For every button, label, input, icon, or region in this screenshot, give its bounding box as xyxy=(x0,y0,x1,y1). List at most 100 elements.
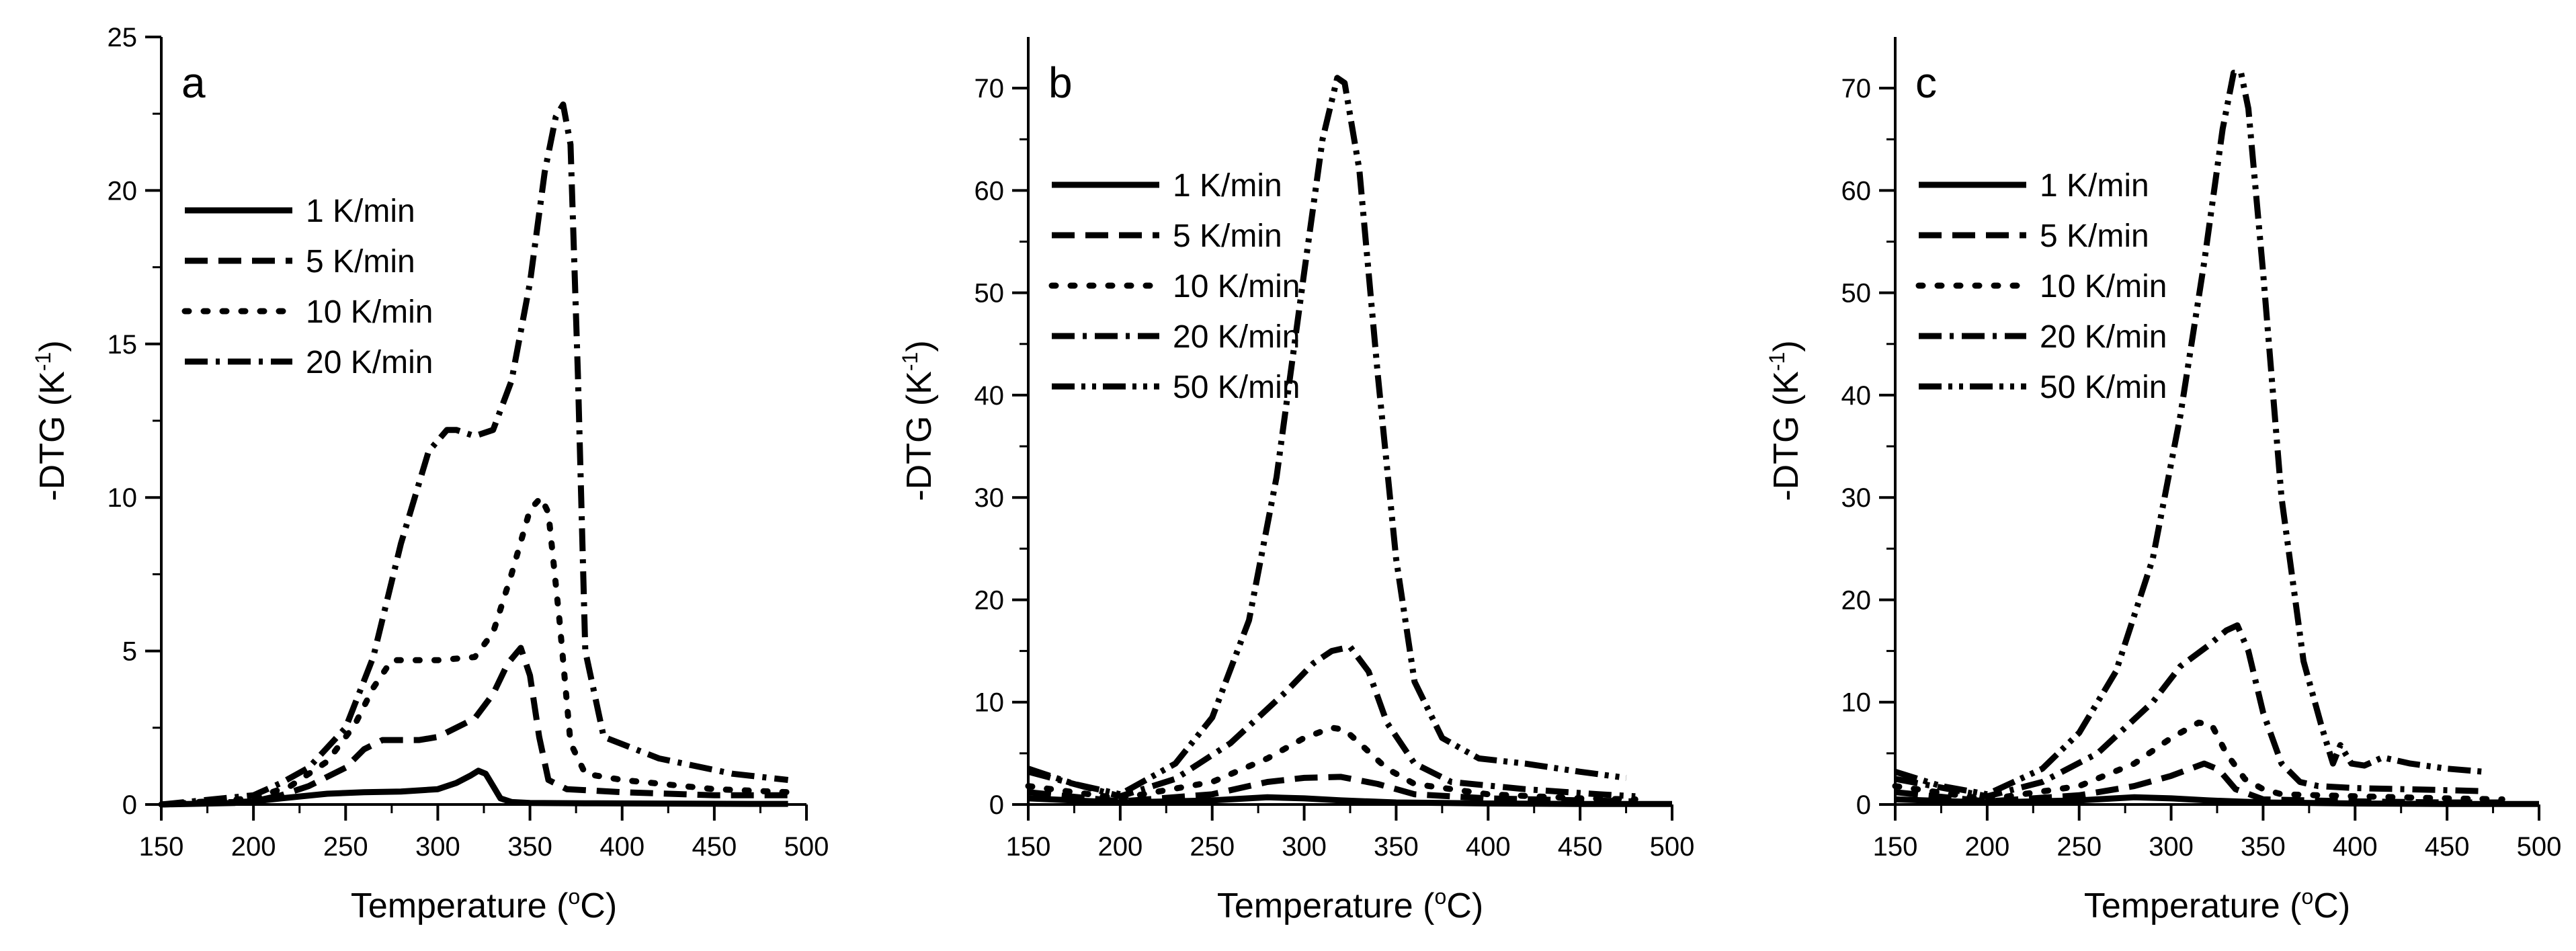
x-tick-label: 450 xyxy=(1558,832,1603,862)
x-tick-label: 350 xyxy=(1374,832,1419,862)
x-tick-label: 450 xyxy=(692,832,737,862)
legend-label: 10 K/min xyxy=(1173,269,1300,304)
x-tick-label: 350 xyxy=(2241,832,2286,862)
series-line-5-k-min xyxy=(1895,760,2503,806)
x-tick-label: 300 xyxy=(1282,832,1327,862)
legend-label: 5 K/min xyxy=(2040,218,2149,254)
x-tick-label: 500 xyxy=(784,832,829,862)
y-axis-title: -DTG (K-1) xyxy=(898,340,939,501)
y-tick-label: 30 xyxy=(1841,483,1872,513)
y-tick-label: 50 xyxy=(974,279,1005,308)
y-axis-title-suffix: ) xyxy=(33,340,72,352)
y-tick-label: 25 xyxy=(108,23,138,52)
series-line-10-k-min xyxy=(1025,725,1638,802)
legend-label: 10 K/min xyxy=(2040,269,2167,304)
x-axis-title-suffix: C) xyxy=(580,886,617,925)
y-axis-title-suffix: ) xyxy=(1767,340,1806,352)
x-axis-title-superscript: o xyxy=(2302,884,2314,909)
series-line-1-k-min xyxy=(1028,794,1672,807)
y-tick-label: 40 xyxy=(1841,381,1872,411)
y-tick-label: 15 xyxy=(108,330,138,360)
legend-label: 20 K/min xyxy=(2040,319,2167,355)
legend-label: 20 K/min xyxy=(306,345,433,380)
series-line-50-k-min xyxy=(1027,75,1627,798)
x-axis-title-suffix: C) xyxy=(2313,886,2350,925)
legend-label: 5 K/min xyxy=(306,244,415,280)
x-tick-label: 400 xyxy=(1466,832,1511,862)
series-line-50-k-min xyxy=(1894,69,2485,798)
y-tick-label: 60 xyxy=(974,176,1005,206)
legend-label: 1 K/min xyxy=(306,194,415,229)
x-tick-label: 200 xyxy=(231,832,276,862)
legend-label: 50 K/min xyxy=(2040,370,2167,405)
series-line-10-k-min xyxy=(158,494,792,808)
legend-label: 1 K/min xyxy=(2040,168,2149,204)
x-axis-title-prefix: Temperature ( xyxy=(351,886,569,925)
y-axis-title-suffix: ) xyxy=(900,340,939,352)
y-tick-label: 20 xyxy=(1841,585,1872,615)
panel-label: a xyxy=(181,58,206,107)
series-line-5-k-min xyxy=(161,645,788,808)
x-tick-label: 400 xyxy=(2333,832,2378,862)
x-tick-label: 150 xyxy=(139,832,184,862)
x-tick-label: 450 xyxy=(2425,832,2470,862)
legend-label: 1 K/min xyxy=(1173,168,1282,204)
y-tick-label: 0 xyxy=(122,790,137,820)
x-axis-title: Temperature (oC) xyxy=(2084,884,2350,925)
x-axis-title-prefix: Temperature ( xyxy=(2084,886,2302,925)
y-axis-title-superscript: -1 xyxy=(1765,352,1789,371)
y-tick-label: 20 xyxy=(108,176,138,206)
y-tick-label: 50 xyxy=(1841,279,1872,308)
x-tick-label: 250 xyxy=(2056,832,2102,862)
y-tick-label: 0 xyxy=(1856,790,1871,820)
series-line-20-k-min xyxy=(1895,622,2485,800)
x-tick-label: 350 xyxy=(507,832,552,862)
panel-a: 150 200 250 300 350 400 450 500 0 5 10 15 20 25 Temper… xyxy=(31,23,829,925)
y-tick-label: 20 xyxy=(974,585,1005,615)
x-tick-label: 300 xyxy=(415,832,460,862)
panel-b: 150 200 250 300 350 400 450 500 0 10 20 30 40 50 60 70 T… xyxy=(898,37,1694,925)
legend-label: 20 K/min xyxy=(1173,319,1300,355)
y-axis-title-prefix: -DTG (K xyxy=(1767,371,1806,501)
panel-label: b xyxy=(1048,58,1073,107)
series-line-5-k-min xyxy=(1028,774,1636,804)
x-tick-label: 200 xyxy=(1964,832,2009,862)
x-tick-label: 250 xyxy=(1190,832,1235,862)
legend-label: 10 K/min xyxy=(306,294,433,330)
panel-label: c xyxy=(1915,58,1937,107)
y-tick-label: 10 xyxy=(974,688,1005,718)
series-line-20-k-min xyxy=(161,101,789,808)
x-axis-title: Temperature (oC) xyxy=(351,884,617,925)
x-tick-label: 250 xyxy=(323,832,368,862)
series-line-20-k-min xyxy=(1027,644,1636,800)
y-tick-label: 10 xyxy=(108,483,138,513)
panel-c: 150 200 250 300 350 400 450 500 0 10 20 30 40 50 60 70 T… xyxy=(1765,37,2561,925)
y-axis-title: -DTG (K-1) xyxy=(31,340,72,501)
y-tick-label: 30 xyxy=(974,483,1005,513)
y-tick-label: 70 xyxy=(1841,74,1872,104)
series-line-1-k-min xyxy=(161,768,788,808)
legend-label: 50 K/min xyxy=(1173,370,1300,405)
x-axis-title: Temperature (oC) xyxy=(1217,884,1483,925)
y-axis-title-superscript: -1 xyxy=(31,352,55,371)
x-axis-title-suffix: C) xyxy=(1446,886,1483,925)
y-axis-title: -DTG (K-1) xyxy=(1765,340,1806,501)
y-tick-label: 5 xyxy=(122,637,137,667)
y-axis-title-prefix: -DTG (K xyxy=(900,371,939,501)
x-tick-label: 200 xyxy=(1097,832,1142,862)
y-tick-label: 70 xyxy=(974,74,1005,104)
x-axis-title-superscript: o xyxy=(1435,884,1447,909)
y-axis-title-prefix: -DTG (K xyxy=(33,371,72,501)
y-axis-title-superscript: -1 xyxy=(898,352,922,371)
x-tick-label: 400 xyxy=(599,832,645,862)
x-axis-title-superscript: o xyxy=(569,884,581,909)
x-tick-label: 500 xyxy=(2517,832,2562,862)
y-tick-label: 60 xyxy=(1841,176,1872,206)
x-axis-title-prefix: Temperature ( xyxy=(1217,886,1435,925)
x-tick-label: 300 xyxy=(2149,832,2194,862)
y-tick-label: 0 xyxy=(989,790,1004,820)
x-tick-label: 150 xyxy=(1006,832,1051,862)
x-tick-label: 500 xyxy=(1650,832,1695,862)
x-tick-label: 150 xyxy=(1873,832,1918,862)
